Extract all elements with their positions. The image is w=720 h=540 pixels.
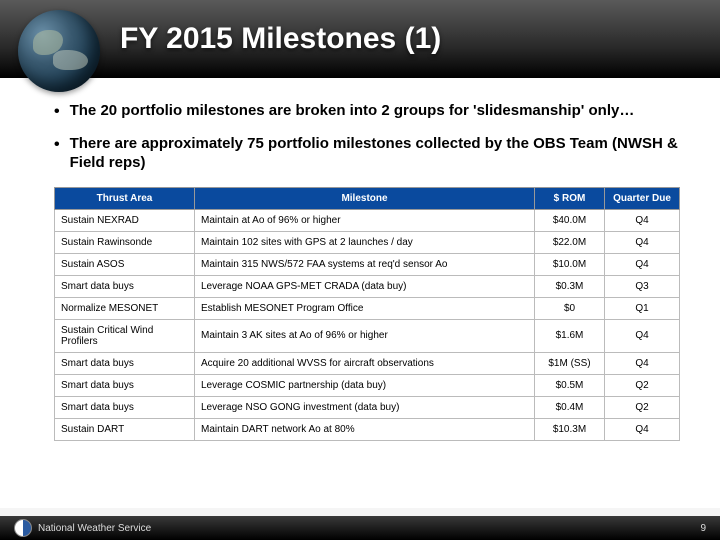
table-cell: $1M (SS) bbox=[535, 352, 605, 374]
bullet-text: There are approximately 75 portfolio mil… bbox=[70, 135, 680, 173]
table-cell: Acquire 20 additional WVSS for aircraft … bbox=[195, 352, 535, 374]
table-cell: $10.0M bbox=[535, 253, 605, 275]
table-cell: Leverage NOAA GPS-MET CRADA (data buy) bbox=[195, 275, 535, 297]
table-cell: Maintain 315 NWS/572 FAA systems at req'… bbox=[195, 253, 535, 275]
slide-header: FY 2015 Milestones (1) bbox=[0, 0, 720, 78]
col-rom: $ ROM bbox=[535, 187, 605, 209]
table-cell: Q3 bbox=[605, 275, 680, 297]
slide-content: • The 20 portfolio milestones are broken… bbox=[0, 78, 720, 508]
table-cell: Q2 bbox=[605, 374, 680, 396]
bullet-item: • The 20 portfolio milestones are broken… bbox=[54, 102, 680, 121]
table-cell: $0.4M bbox=[535, 396, 605, 418]
table-cell: Sustain NEXRAD bbox=[55, 209, 195, 231]
footer-left: National Weather Service bbox=[14, 519, 151, 537]
table-header-row: Thrust Area Milestone $ ROM Quarter Due bbox=[55, 187, 680, 209]
table-cell: $40.0M bbox=[535, 209, 605, 231]
slide-title: FY 2015 Milestones (1) bbox=[120, 22, 441, 56]
table-cell: Q4 bbox=[605, 209, 680, 231]
col-thrust-area: Thrust Area bbox=[55, 187, 195, 209]
table-cell: Smart data buys bbox=[55, 396, 195, 418]
table-cell: Smart data buys bbox=[55, 374, 195, 396]
table-cell: Sustain ASOS bbox=[55, 253, 195, 275]
table-row: Sustain RawinsondeMaintain 102 sites wit… bbox=[55, 231, 680, 253]
table-cell: Leverage NSO GONG investment (data buy) bbox=[195, 396, 535, 418]
table-row: Sustain DARTMaintain DART network Ao at … bbox=[55, 418, 680, 440]
table-row: Normalize MESONETEstablish MESONET Progr… bbox=[55, 297, 680, 319]
table-cell: Maintain DART network Ao at 80% bbox=[195, 418, 535, 440]
footer-org: National Weather Service bbox=[38, 523, 151, 534]
table-row: Smart data buysLeverage NOAA GPS-MET CRA… bbox=[55, 275, 680, 297]
table-cell: Maintain 102 sites with GPS at 2 launche… bbox=[195, 231, 535, 253]
table-cell: Q4 bbox=[605, 418, 680, 440]
table-cell: Q1 bbox=[605, 297, 680, 319]
table-row: Smart data buysLeverage NSO GONG investm… bbox=[55, 396, 680, 418]
table-cell: Q4 bbox=[605, 253, 680, 275]
table-cell: Sustain Critical Wind Profilers bbox=[55, 319, 195, 352]
table-cell: Q4 bbox=[605, 352, 680, 374]
bullet-item: • There are approximately 75 portfolio m… bbox=[54, 135, 680, 173]
table-cell: Smart data buys bbox=[55, 352, 195, 374]
table-row: Sustain Critical Wind ProfilersMaintain … bbox=[55, 319, 680, 352]
bullet-dot: • bbox=[54, 102, 60, 121]
table-row: Sustain NEXRADMaintain at Ao of 96% or h… bbox=[55, 209, 680, 231]
table-cell: Sustain DART bbox=[55, 418, 195, 440]
table-cell: Smart data buys bbox=[55, 275, 195, 297]
table-cell: Sustain Rawinsonde bbox=[55, 231, 195, 253]
page-number: 9 bbox=[700, 523, 706, 534]
slide-footer: National Weather Service 9 bbox=[0, 516, 720, 540]
table-row: Smart data buysAcquire 20 additional WVS… bbox=[55, 352, 680, 374]
bullet-text: The 20 portfolio milestones are broken i… bbox=[70, 102, 635, 121]
table-cell: Maintain 3 AK sites at Ao of 96% or high… bbox=[195, 319, 535, 352]
table-cell: Establish MESONET Program Office bbox=[195, 297, 535, 319]
col-quarter: Quarter Due bbox=[605, 187, 680, 209]
bullet-dot: • bbox=[54, 135, 60, 173]
table-row: Sustain ASOSMaintain 315 NWS/572 FAA sys… bbox=[55, 253, 680, 275]
noaa-logo-icon bbox=[14, 519, 32, 537]
table-row: Smart data buysLeverage COSMIC partnersh… bbox=[55, 374, 680, 396]
table-cell: $0.3M bbox=[535, 275, 605, 297]
milestones-table: Thrust Area Milestone $ ROM Quarter Due … bbox=[54, 187, 680, 441]
table-cell: Leverage COSMIC partnership (data buy) bbox=[195, 374, 535, 396]
table-cell: Q4 bbox=[605, 231, 680, 253]
col-milestone: Milestone bbox=[195, 187, 535, 209]
table-cell: $22.0M bbox=[535, 231, 605, 253]
table-cell: Normalize MESONET bbox=[55, 297, 195, 319]
table-cell: $1.6M bbox=[535, 319, 605, 352]
table-cell: Q4 bbox=[605, 319, 680, 352]
table-cell: Maintain at Ao of 96% or higher bbox=[195, 209, 535, 231]
table-cell: $10.3M bbox=[535, 418, 605, 440]
table-cell: $0 bbox=[535, 297, 605, 319]
table-cell: Q2 bbox=[605, 396, 680, 418]
table-cell: $0.5M bbox=[535, 374, 605, 396]
earth-icon bbox=[18, 10, 100, 92]
